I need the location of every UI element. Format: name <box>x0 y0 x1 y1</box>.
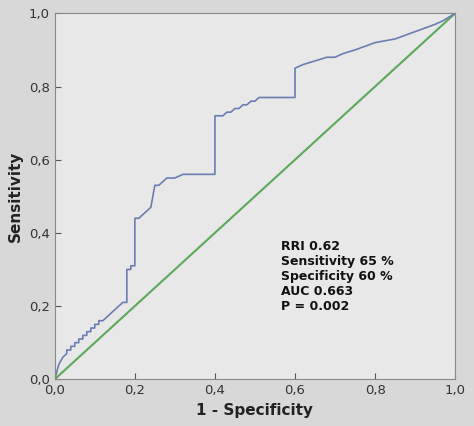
Text: RRI 0.62
Sensitivity 65 %
Specificity 60 %
AUC 0.663
P = 0.002: RRI 0.62 Sensitivity 65 % Specificity 60… <box>281 240 394 314</box>
Y-axis label: Sensitivity: Sensitivity <box>9 151 23 242</box>
X-axis label: 1 - Specificity: 1 - Specificity <box>196 403 313 417</box>
